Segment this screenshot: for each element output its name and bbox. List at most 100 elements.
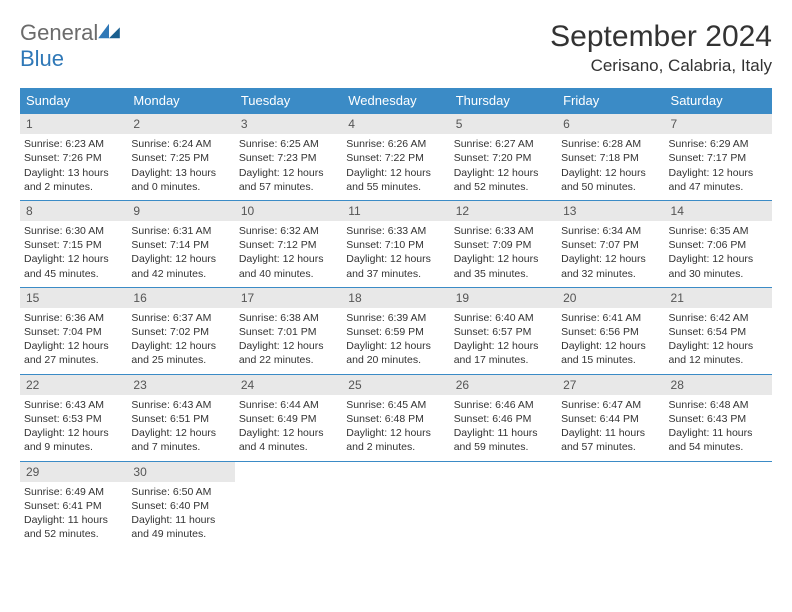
day-info: Sunrise: 6:25 AMSunset: 7:23 PMDaylight:…	[239, 137, 338, 194]
daylight-text: Daylight: 12 hours and 17 minutes.	[454, 339, 553, 367]
sunset-text: Sunset: 6:43 PM	[669, 412, 768, 426]
logo: GeneralBlue	[20, 20, 120, 72]
sunrise-text: Sunrise: 6:42 AM	[669, 311, 768, 325]
sunrise-text: Sunrise: 6:30 AM	[24, 224, 123, 238]
sunset-text: Sunset: 6:48 PM	[346, 412, 445, 426]
day-info: Sunrise: 6:38 AMSunset: 7:01 PMDaylight:…	[239, 311, 338, 368]
weekday-header: Sunday	[20, 88, 127, 114]
daylight-text: Daylight: 12 hours and 9 minutes.	[24, 426, 123, 454]
sunset-text: Sunset: 7:17 PM	[669, 151, 768, 165]
day-number: 12	[450, 201, 557, 221]
sunrise-text: Sunrise: 6:31 AM	[131, 224, 230, 238]
sunset-text: Sunset: 7:18 PM	[561, 151, 660, 165]
day-info: Sunrise: 6:29 AMSunset: 7:17 PMDaylight:…	[669, 137, 768, 194]
day-info: Sunrise: 6:33 AMSunset: 7:09 PMDaylight:…	[454, 224, 553, 281]
day-info: Sunrise: 6:27 AMSunset: 7:20 PMDaylight:…	[454, 137, 553, 194]
day-number: 28	[665, 375, 772, 395]
day-number: 19	[450, 288, 557, 308]
sunrise-text: Sunrise: 6:33 AM	[346, 224, 445, 238]
day-info: Sunrise: 6:43 AMSunset: 6:53 PMDaylight:…	[24, 398, 123, 455]
sunset-text: Sunset: 7:10 PM	[346, 238, 445, 252]
day-number: 9	[127, 201, 234, 221]
day-info: Sunrise: 6:49 AMSunset: 6:41 PMDaylight:…	[24, 485, 123, 542]
calendar-cell: 18Sunrise: 6:39 AMSunset: 6:59 PMDayligh…	[342, 287, 449, 374]
sunset-text: Sunset: 7:22 PM	[346, 151, 445, 165]
day-info: Sunrise: 6:34 AMSunset: 7:07 PMDaylight:…	[561, 224, 660, 281]
logo-text-blue: Blue	[20, 46, 64, 71]
calendar-cell: 17Sunrise: 6:38 AMSunset: 7:01 PMDayligh…	[235, 287, 342, 374]
calendar-cell: 9 Sunrise: 6:31 AMSunset: 7:14 PMDaylight…	[127, 200, 234, 287]
day-number: 2	[127, 114, 234, 134]
day-number: 13	[557, 201, 664, 221]
sunset-text: Sunset: 7:09 PM	[454, 238, 553, 252]
calendar-cell	[235, 461, 342, 547]
sunrise-text: Sunrise: 6:49 AM	[24, 485, 123, 499]
sunset-text: Sunset: 6:41 PM	[24, 499, 123, 513]
sunrise-text: Sunrise: 6:44 AM	[239, 398, 338, 412]
calendar-row: 15 Sunrise: 6:36 AMSunset: 7:04 PMDayligh…	[20, 287, 772, 374]
sunset-text: Sunset: 7:25 PM	[131, 151, 230, 165]
day-info: Sunrise: 6:23 AMSunset: 7:26 PMDaylight:…	[24, 137, 123, 194]
day-number: 5	[450, 114, 557, 134]
sunrise-text: Sunrise: 6:47 AM	[561, 398, 660, 412]
day-number: 7	[665, 114, 772, 134]
logo-text-general: General	[20, 20, 98, 45]
sunrise-text: Sunrise: 6:38 AM	[239, 311, 338, 325]
sunrise-text: Sunrise: 6:23 AM	[24, 137, 123, 151]
daylight-text: Daylight: 12 hours and 15 minutes.	[561, 339, 660, 367]
day-info: Sunrise: 6:30 AMSunset: 7:15 PMDaylight:…	[24, 224, 123, 281]
day-info: Sunrise: 6:32 AMSunset: 7:12 PMDaylight:…	[239, 224, 338, 281]
calendar-cell: 10 Sunrise: 6:32 AMSunset: 7:12 PMDayligh…	[235, 200, 342, 287]
day-number: 15	[20, 288, 127, 308]
day-info: Sunrise: 6:48 AMSunset: 6:43 PMDaylight:…	[669, 398, 768, 455]
daylight-text: Daylight: 12 hours and 7 minutes.	[131, 426, 230, 454]
sunset-text: Sunset: 6:59 PM	[346, 325, 445, 339]
calendar-cell: 13 Sunrise: 6:34 AMSunset: 7:07 PMDayligh…	[557, 200, 664, 287]
daylight-text: Daylight: 12 hours and 4 minutes.	[239, 426, 338, 454]
day-info: Sunrise: 6:31 AMSunset: 7:14 PMDaylight:…	[131, 224, 230, 281]
daylight-text: Daylight: 12 hours and 22 minutes.	[239, 339, 338, 367]
day-number: 10	[235, 201, 342, 221]
calendar-cell: 4Sunrise: 6:26 AMSunset: 7:22 PMDaylight…	[342, 114, 449, 201]
daylight-text: Daylight: 11 hours and 49 minutes.	[131, 513, 230, 541]
sunset-text: Sunset: 7:14 PM	[131, 238, 230, 252]
daylight-text: Daylight: 11 hours and 57 minutes.	[561, 426, 660, 454]
day-info: Sunrise: 6:35 AMSunset: 7:06 PMDaylight:…	[669, 224, 768, 281]
calendar-cell: 28 Sunrise: 6:48 AMSunset: 6:43 PMDayligh…	[665, 374, 772, 461]
daylight-text: Daylight: 12 hours and 35 minutes.	[454, 252, 553, 280]
calendar-cell	[665, 461, 772, 547]
sunrise-text: Sunrise: 6:33 AM	[454, 224, 553, 238]
daylight-text: Daylight: 12 hours and 20 minutes.	[346, 339, 445, 367]
sunset-text: Sunset: 7:20 PM	[454, 151, 553, 165]
sunset-text: Sunset: 6:40 PM	[131, 499, 230, 513]
day-number: 6	[557, 114, 664, 134]
sunset-text: Sunset: 7:07 PM	[561, 238, 660, 252]
sunset-text: Sunset: 6:44 PM	[561, 412, 660, 426]
day-number: 26	[450, 375, 557, 395]
calendar-cell: 27Sunrise: 6:47 AMSunset: 6:44 PMDayligh…	[557, 374, 664, 461]
sunset-text: Sunset: 6:54 PM	[669, 325, 768, 339]
sunset-text: Sunset: 7:23 PM	[239, 151, 338, 165]
daylight-text: Daylight: 12 hours and 30 minutes.	[669, 252, 768, 280]
calendar-cell: 22Sunrise: 6:43 AMSunset: 6:53 PMDayligh…	[20, 374, 127, 461]
daylight-text: Daylight: 12 hours and 32 minutes.	[561, 252, 660, 280]
day-number: 3	[235, 114, 342, 134]
daylight-text: Daylight: 12 hours and 37 minutes.	[346, 252, 445, 280]
day-number: 1	[20, 114, 127, 134]
sunset-text: Sunset: 6:49 PM	[239, 412, 338, 426]
daylight-text: Daylight: 13 hours and 0 minutes.	[131, 166, 230, 194]
day-number: 24	[235, 375, 342, 395]
calendar-row: 22Sunrise: 6:43 AMSunset: 6:53 PMDayligh…	[20, 374, 772, 461]
sunrise-text: Sunrise: 6:28 AM	[561, 137, 660, 151]
day-info: Sunrise: 6:47 AMSunset: 6:44 PMDaylight:…	[561, 398, 660, 455]
calendar-cell: 23Sunrise: 6:43 AMSunset: 6:51 PMDayligh…	[127, 374, 234, 461]
sunset-text: Sunset: 6:57 PM	[454, 325, 553, 339]
sunrise-text: Sunrise: 6:34 AM	[561, 224, 660, 238]
daylight-text: Daylight: 11 hours and 59 minutes.	[454, 426, 553, 454]
calendar-cell: 29Sunrise: 6:49 AMSunset: 6:41 PMDayligh…	[20, 461, 127, 547]
day-number: 20	[557, 288, 664, 308]
day-number: 30	[127, 462, 234, 482]
sunset-text: Sunset: 6:46 PM	[454, 412, 553, 426]
day-info: Sunrise: 6:36 AMSunset: 7:04 PMDaylight:…	[24, 311, 123, 368]
daylight-text: Daylight: 11 hours and 54 minutes.	[669, 426, 768, 454]
